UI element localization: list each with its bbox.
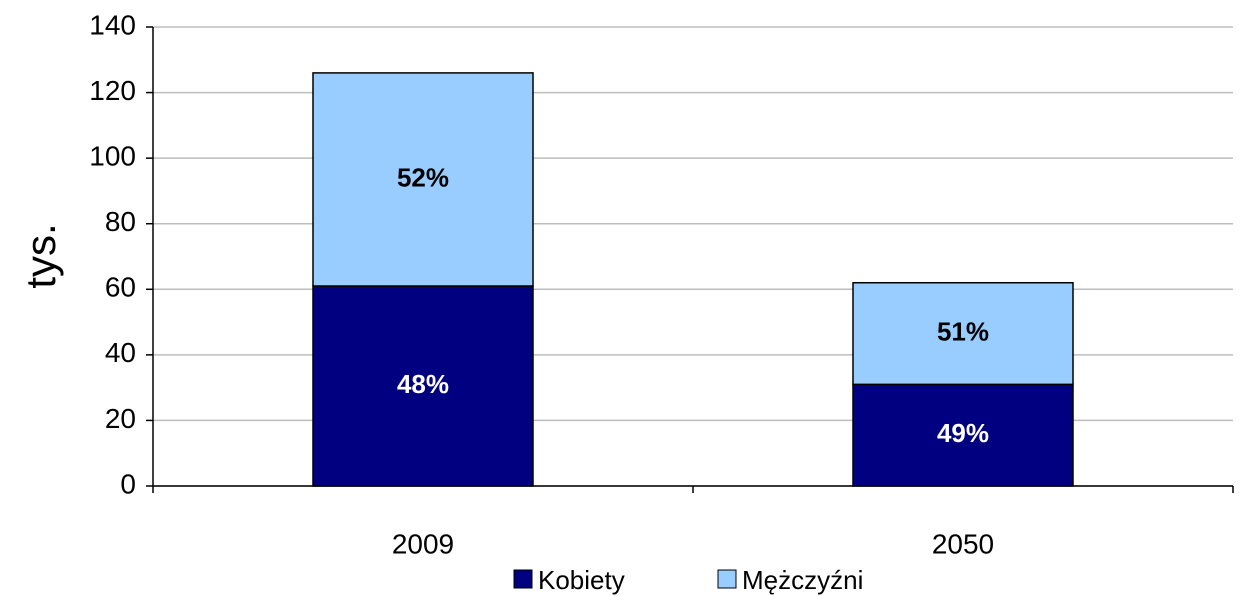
y-tick-label: 80 <box>105 206 136 237</box>
bar-segment <box>852 281 1074 386</box>
y-tick-label: 20 <box>105 403 136 434</box>
legend-label: Kobiety <box>538 565 625 595</box>
data-label: 51% <box>937 316 989 346</box>
bar-segment <box>312 72 534 287</box>
y-tick-label: 140 <box>89 9 136 40</box>
data-label: 48% <box>397 369 449 399</box>
data-label: 52% <box>397 162 449 192</box>
y-tick-label: 60 <box>105 272 136 303</box>
y-axis-label: tys. <box>17 223 64 288</box>
legend-swatch <box>513 569 533 589</box>
y-tick-label: 100 <box>89 141 136 172</box>
legend-swatch <box>717 569 737 589</box>
x-tick-label: 2050 <box>932 528 994 559</box>
y-tick-label: 40 <box>105 337 136 368</box>
legend-label: Mężczyźni <box>742 565 863 595</box>
data-label: 49% <box>937 418 989 448</box>
bar-segment <box>312 285 534 487</box>
x-tick-label: 2009 <box>392 528 454 559</box>
y-tick-label: 0 <box>120 468 136 499</box>
y-tick-label: 120 <box>89 75 136 106</box>
